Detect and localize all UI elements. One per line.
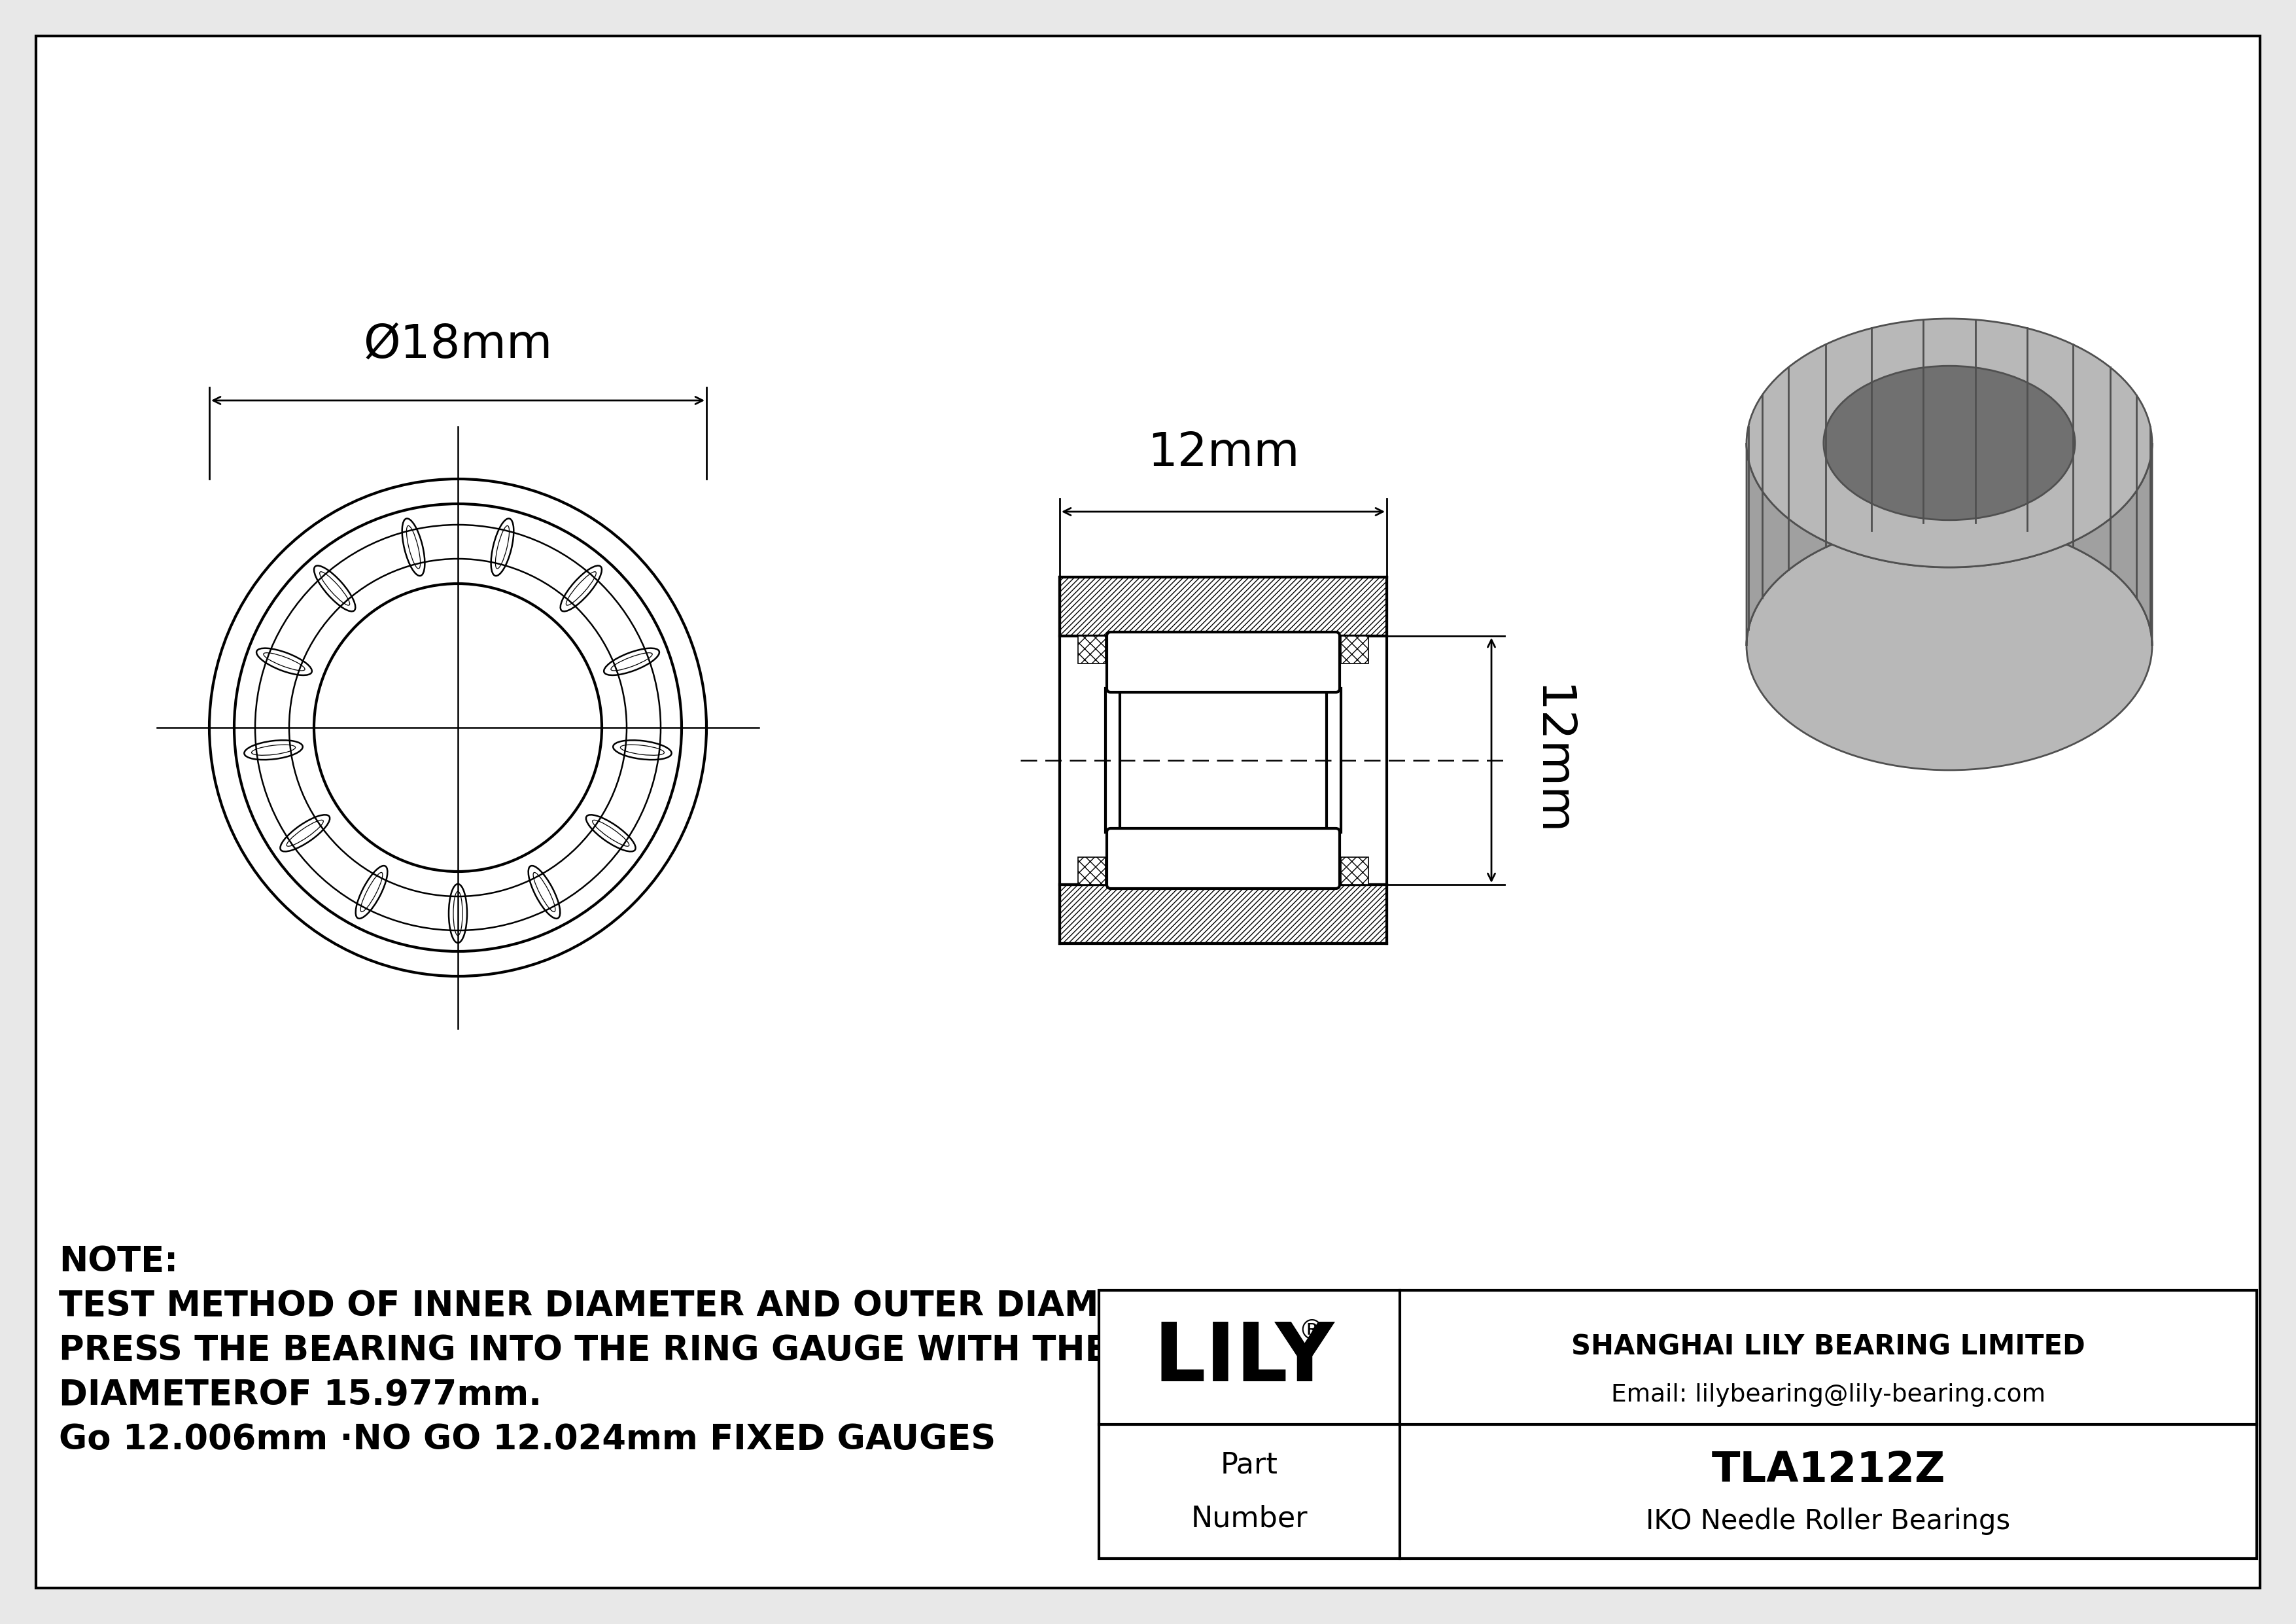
Text: DIAMETEROF 15.977mm.: DIAMETEROF 15.977mm.	[60, 1379, 542, 1411]
Ellipse shape	[1747, 318, 2151, 567]
Text: Go 12.006mm ·NO GO 12.024mm FIXED GAUGES: Go 12.006mm ·NO GO 12.024mm FIXED GAUGES	[60, 1423, 996, 1457]
Text: 12mm: 12mm	[1527, 684, 1573, 836]
Text: PRESS THE BEARING INTO THE RING GAUGE WITH THE INNER: PRESS THE BEARING INTO THE RING GAUGE WI…	[60, 1333, 1242, 1367]
Bar	[1100, 1291, 2257, 1559]
Ellipse shape	[1747, 521, 2151, 770]
Text: Part: Part	[1221, 1450, 1279, 1479]
Bar	[1079, 637, 1104, 664]
Text: LILY: LILY	[1153, 1319, 1334, 1398]
Text: Email: lilybearing@lily-bearing.com: Email: lilybearing@lily-bearing.com	[1612, 1384, 2046, 1406]
Bar	[1061, 577, 1387, 637]
FancyBboxPatch shape	[1107, 632, 1339, 692]
Text: Ø18mm: Ø18mm	[363, 323, 553, 367]
Bar	[1079, 857, 1104, 885]
Polygon shape	[1747, 443, 2151, 646]
Text: ®: ®	[1297, 1317, 1325, 1345]
Text: SHANGHAI LILY BEARING LIMITED: SHANGHAI LILY BEARING LIMITED	[1570, 1333, 2085, 1361]
Ellipse shape	[1823, 365, 2076, 520]
Text: TLA1212Z: TLA1212Z	[1711, 1450, 1945, 1491]
Bar	[1341, 857, 1368, 885]
Text: IKO Needle Roller Bearings: IKO Needle Roller Bearings	[1646, 1507, 2011, 1535]
Text: TEST METHOD OF INNER DIAMETER AND OUTER DIAMETER.: TEST METHOD OF INNER DIAMETER AND OUTER …	[60, 1289, 1210, 1324]
Bar	[1061, 885, 1387, 944]
Text: NOTE:: NOTE:	[60, 1244, 179, 1278]
Bar	[1341, 637, 1368, 664]
FancyBboxPatch shape	[1107, 828, 1339, 888]
Text: 12mm: 12mm	[1148, 430, 1300, 476]
Text: Number: Number	[1192, 1504, 1309, 1533]
